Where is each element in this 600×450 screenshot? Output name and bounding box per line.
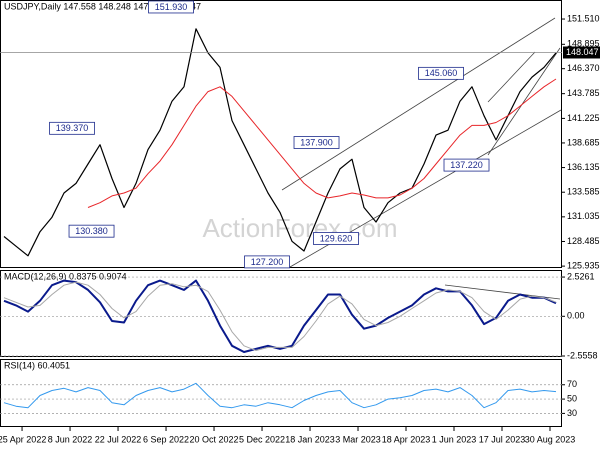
last-price-label: 148.047 (566, 47, 599, 57)
y-tick-label: 141.225 (567, 113, 600, 123)
series-line (3, 382, 557, 409)
level-label: 151.930 (155, 2, 188, 12)
level-box (313, 232, 359, 245)
y-tick-label: 128.485 (567, 236, 600, 246)
series-line (87, 78, 557, 208)
y-tick-label: 133.585 (567, 187, 600, 197)
y-tick-label: 0.00 (567, 311, 585, 321)
x-tick-label: 5 Dec 2022 (239, 434, 285, 444)
level-label: 127.200 (251, 257, 284, 267)
rsi-title: RSI(14) 60.4051 (4, 360, 70, 370)
level-box (443, 158, 490, 172)
level-box (244, 255, 290, 269)
level-box (49, 121, 95, 135)
x-tick-label: 20 Oct 2022 (190, 434, 239, 444)
level-label: 137.900 (300, 137, 333, 147)
rsi-panel (0, 359, 562, 427)
y-tick-label: 50 (567, 393, 577, 403)
y-tick-label: -2.5558 (567, 350, 598, 360)
x-tick-label: 30 Aug 2023 (525, 434, 576, 444)
x-tick-label: 6 Sep 2022 (143, 434, 189, 444)
macd-title: MACD(12,26,9) 0.8375 0.9074 (4, 271, 127, 281)
last-price-box (563, 46, 600, 59)
macd-panel (0, 270, 562, 357)
level-box (293, 136, 340, 149)
chart-title: USDJPY,Daily 147.558 148.248 147.498 148… (4, 1, 201, 11)
y-tick-label: 2.5261 (567, 271, 595, 281)
watermark: ActionForex.com (202, 213, 397, 243)
level-label: 137.220 (450, 160, 483, 170)
y-tick-label: 148.895 (567, 39, 600, 49)
x-tick-label: 18 Jan 2023 (285, 434, 335, 444)
x-tick-label: 22 Jul 2022 (95, 434, 142, 444)
y-tick-label: 138.685 (567, 137, 600, 147)
series-line (3, 28, 557, 257)
trend-line (487, 51, 536, 103)
x-tick-label: 1 Jun 2023 (432, 434, 477, 444)
x-tick-label: 18 Apr 2023 (382, 434, 431, 444)
channel-upper (281, 17, 556, 191)
y-tick-label: 125.935 (567, 260, 600, 270)
x-tick-label: 25 Apr 2022 (0, 434, 46, 444)
y-tick-label: 151.510 (567, 13, 600, 23)
series-line (3, 279, 557, 353)
y-tick-label: 70 (567, 379, 577, 389)
x-tick-label: 3 Mar 2023 (335, 434, 381, 444)
level-box (68, 224, 115, 238)
y-tick-label: 30 (567, 408, 577, 418)
x-tick-label: 8 Jun 2022 (48, 434, 93, 444)
series-line (3, 281, 557, 351)
y-tick-label: 136.135 (567, 162, 600, 172)
x-tick-label: 17 Jul 2023 (479, 434, 526, 444)
level-label: 145.060 (425, 68, 458, 78)
level-box (148, 0, 194, 14)
level-box (418, 66, 464, 80)
y-tick-label: 143.785 (567, 88, 600, 98)
level-label: 139.370 (56, 123, 89, 133)
macd-trend-line (444, 284, 561, 300)
level-label: 130.380 (75, 226, 108, 236)
trend-line (487, 47, 561, 156)
y-tick-label: 131.035 (567, 211, 600, 221)
level-label: 129.620 (320, 233, 353, 243)
y-tick-label: 146.370 (567, 63, 600, 73)
